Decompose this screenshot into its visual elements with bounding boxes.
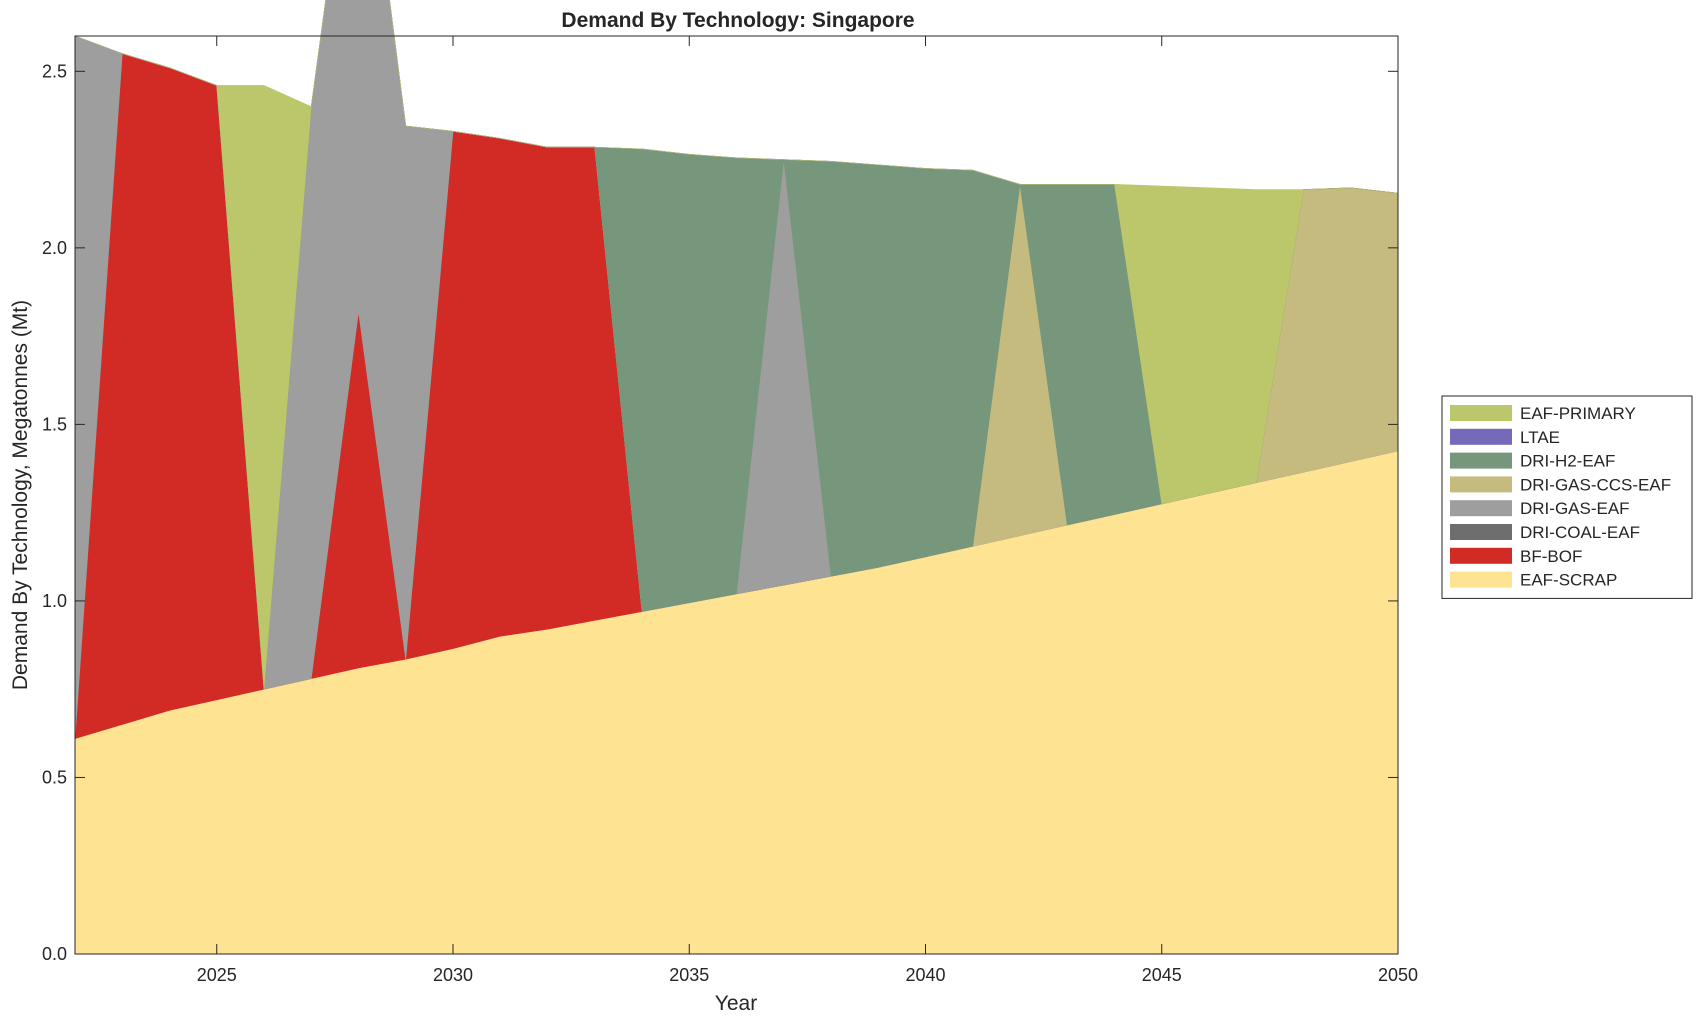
legend-label-dri-h2-eaf: DRI-H2-EAF	[1520, 452, 1615, 471]
legend: EAF-PRIMARY LTAE DRI-H2-EAF DRI-GAS-CCS-EAF…	[1441, 395, 1693, 599]
y-tick-label: 1.5	[42, 414, 67, 434]
legend-swatch-dri-h2-eaf	[1450, 452, 1512, 469]
x-axis-ticks: 2025 2030 2035 2040 2045 2050	[197, 36, 1418, 985]
y-tick-label: 0.0	[42, 944, 67, 964]
x-axis-label: Year	[715, 992, 757, 1015]
legend-box	[1441, 395, 1693, 599]
legend-swatch-bf-bof	[1450, 547, 1512, 564]
x-tick-label: 2035	[669, 965, 709, 985]
legend-label-bf-bof: BF-BOF	[1520, 547, 1582, 566]
y-axis-ticks: 0.0 0.5 1.0 1.5 2.0 2.5	[42, 61, 1398, 964]
legend-label-dri-coal-eaf: DRI-COAL-EAF	[1520, 523, 1640, 542]
y-tick-label: 0.5	[42, 767, 67, 787]
x-tick-label: 2050	[1378, 965, 1418, 985]
legend-swatch-dri-gas-eaf	[1450, 500, 1512, 517]
chart-title: Demand By Technology: Singapore	[561, 9, 914, 32]
y-tick-label: 2.0	[42, 238, 67, 258]
legend-swatch-eaf-primary	[1450, 405, 1512, 421]
y-tick-label: 1.0	[42, 591, 67, 611]
legend-label-ltae: LTAE	[1520, 428, 1560, 447]
legend-swatch-dri-gas-ccs-eaf	[1450, 476, 1512, 493]
legend-swatch-eaf-scrap	[1450, 571, 1512, 588]
legend-swatch-dri-coal-eaf	[1450, 524, 1512, 540]
y-tick-label: 2.5	[42, 61, 67, 81]
y-axis-label: Demand By Technology, Megatonnes (Mt)	[9, 300, 32, 690]
legend-swatch-ltae	[1450, 428, 1512, 445]
plot-frame	[74, 35, 1399, 955]
x-tick-label: 2045	[1142, 965, 1182, 985]
x-tick-label: 2040	[905, 965, 945, 985]
legend-label-dri-gas-ccs-eaf: DRI-GAS-CCS-EAF	[1520, 475, 1671, 494]
x-tick-label: 2030	[433, 965, 473, 985]
legend-label-eaf-primary: EAF-PRIMARY	[1520, 404, 1636, 423]
legend-label-dri-gas-eaf: DRI-GAS-EAF	[1520, 499, 1630, 518]
x-tick-label: 2025	[197, 965, 237, 985]
area-layers	[74, 0, 1399, 955]
legend-label-eaf-scrap: EAF-SCRAP	[1520, 571, 1617, 590]
